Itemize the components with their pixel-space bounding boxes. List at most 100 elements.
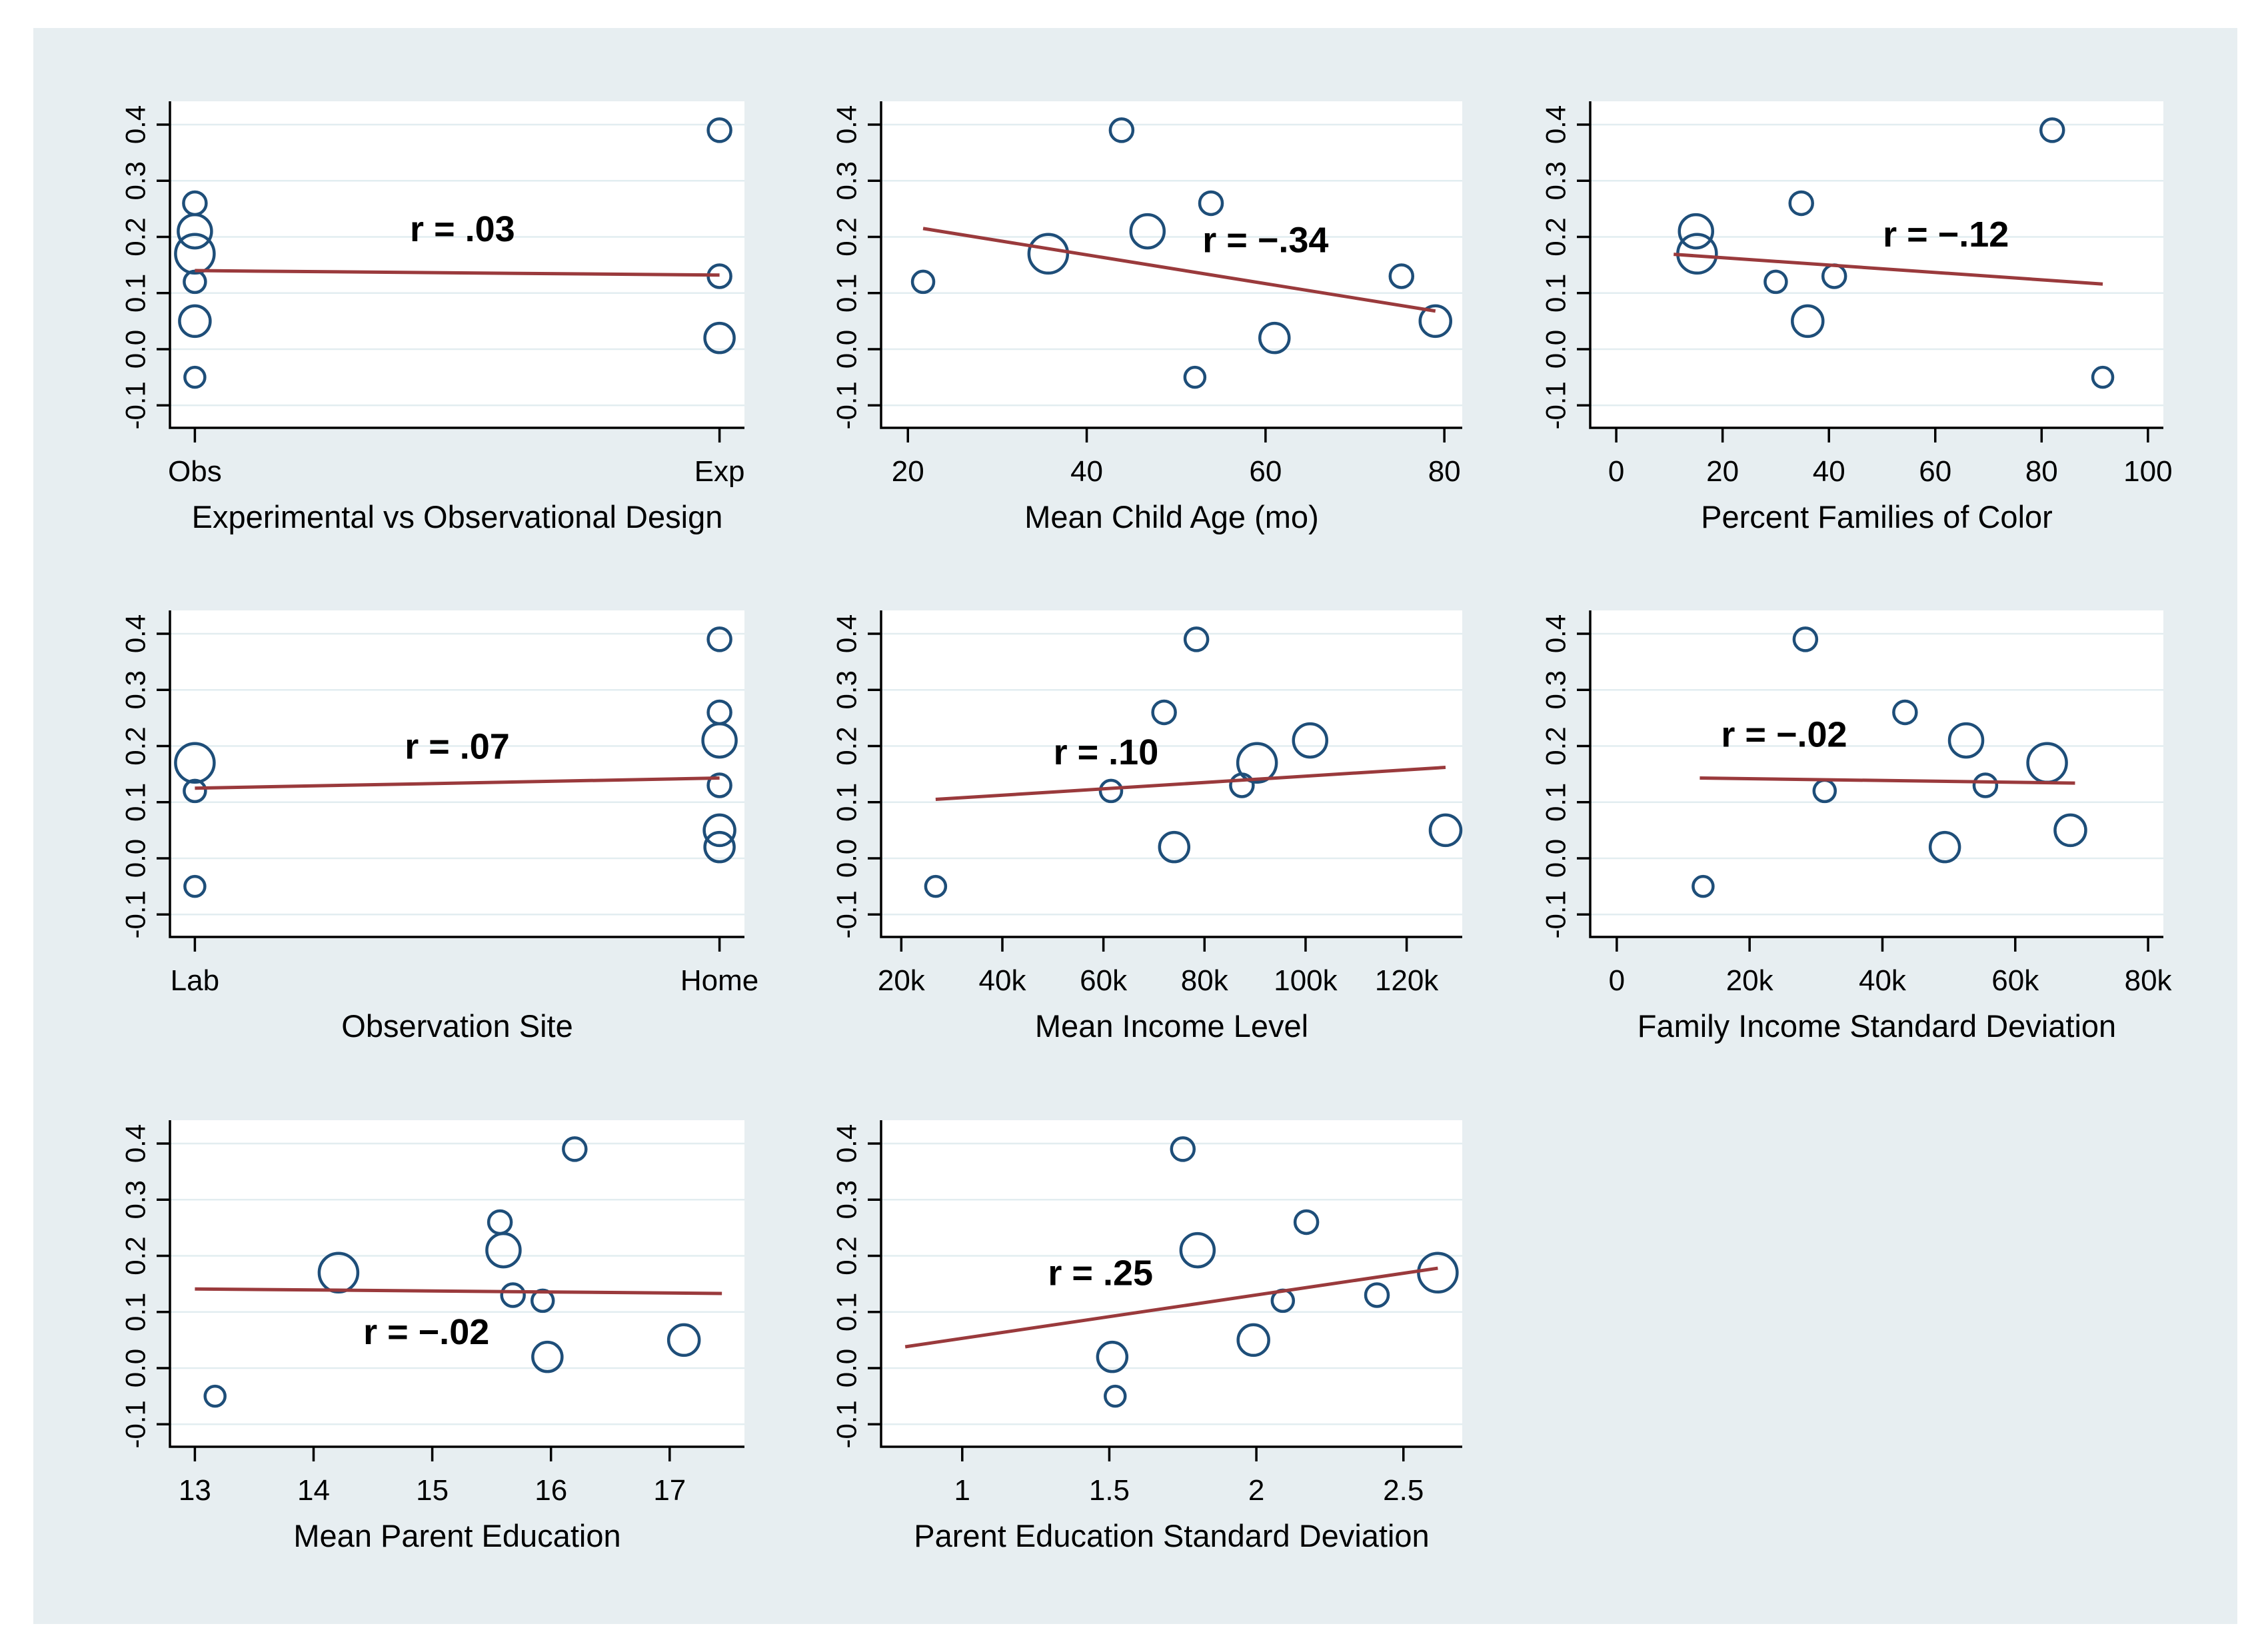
x-tick-label: 20k — [1726, 964, 1774, 997]
y-tick-label: 0.4 — [831, 1124, 862, 1163]
x-tick-label: 20k — [878, 964, 926, 997]
fit-line — [195, 269, 720, 277]
data-point — [1027, 233, 1070, 275]
panel-7: 0.4 0.3 0.2 0.1 0.0 -0.1 13 14 15 16 17 Mean Parent… — [120, 1120, 744, 1553]
y-tick-label: 0.0 — [831, 839, 862, 878]
x-tick-label: Exp — [694, 455, 745, 488]
y-tick-label: 0.2 — [120, 726, 151, 765]
axis-lines — [880, 610, 1462, 938]
x-tick-label: 40k — [1859, 964, 1907, 997]
plot-area — [1590, 101, 2163, 428]
y-tick-label: 0.2 — [831, 217, 862, 256]
panel-6: 0.4 0.3 0.2 0.1 0.0 -0.1 0 20k 40k 60k 80k Family I… — [1540, 610, 2173, 1044]
y-tick-label: 0.2 — [120, 1236, 151, 1275]
x-tick-label: 40 — [1070, 455, 1103, 488]
plot-area — [170, 101, 744, 428]
data-point — [1170, 1136, 1196, 1162]
data-point — [1388, 263, 1415, 289]
x-tick-label: 20 — [1706, 455, 1739, 488]
x-tick-label: 60 — [1919, 455, 1951, 488]
y-tick-label: 0.0 — [831, 330, 862, 369]
x-tick-label: 100 — [2123, 455, 2172, 488]
y-tick-label: 0.2 — [120, 217, 151, 256]
data-point — [910, 269, 936, 295]
y-tick-label: 0.4 — [831, 614, 862, 653]
data-point — [1179, 1232, 1216, 1269]
plot-area — [881, 610, 1462, 937]
x-tick-label: 60k — [1991, 964, 2039, 997]
data-point — [1292, 722, 1329, 759]
data-point — [530, 1288, 555, 1313]
data-point — [183, 365, 207, 389]
data-point — [174, 742, 216, 784]
data-point — [1258, 321, 1291, 355]
x-tick-label: 100k — [1274, 964, 1338, 997]
x-tick-label: 16 — [535, 1474, 567, 1507]
data-point — [1364, 1282, 1390, 1308]
data-point — [1788, 190, 1814, 217]
data-point — [1692, 874, 1715, 898]
fit-line — [904, 1266, 1438, 1349]
x-tick-label: 1 — [954, 1474, 970, 1507]
x-tick-label: Obs — [168, 455, 222, 488]
y-tick-label: -0.1 — [1540, 890, 1572, 938]
x-tick-label: 14 — [297, 1474, 330, 1507]
x-tick-label: 2 — [1248, 1474, 1264, 1507]
data-point — [1418, 304, 1453, 339]
y-tick-label: 0.1 — [1540, 274, 1572, 313]
data-point — [1428, 813, 1463, 848]
x-tick-label: 40 — [1813, 455, 1845, 488]
y-tick-label: 0.3 — [1540, 670, 1572, 709]
data-point — [500, 1282, 526, 1308]
data-point — [703, 321, 736, 355]
data-point — [1183, 626, 1210, 652]
x-tick-label: 2.5 — [1383, 1474, 1424, 1507]
y-tick-label: -0.1 — [120, 381, 151, 429]
y-tick-label: -0.1 — [120, 1400, 151, 1448]
data-point — [1678, 213, 1715, 250]
x-axis-title: Family Income Standard Deviation — [1638, 1008, 2116, 1044]
x-tick-label: 120k — [1375, 964, 1439, 997]
plot-area — [170, 1120, 744, 1447]
x-axis-title: Mean Parent Education — [293, 1518, 620, 1553]
data-point — [1158, 830, 1191, 864]
fit-line — [1700, 776, 2075, 785]
data-point — [1108, 117, 1135, 143]
data-point — [1198, 190, 1224, 217]
data-point — [317, 1251, 360, 1294]
x-tick-label: Lab — [171, 964, 219, 997]
x-tick-label: 1.5 — [1089, 1474, 1130, 1507]
x-tick-label: 60k — [1080, 964, 1128, 997]
y-tick-label: 0.1 — [120, 274, 151, 313]
data-point — [1129, 213, 1166, 250]
x-axis-title: Parent Education Standard Deviation — [914, 1518, 1429, 1553]
y-tick-label: 0.4 — [120, 105, 151, 144]
data-point — [183, 874, 207, 898]
x-axis-title: Mean Child Age (mo) — [1024, 499, 1318, 534]
y-tick-label: 0.1 — [831, 1293, 862, 1331]
y-tick-label: 0.1 — [831, 274, 862, 313]
x-tick-label: 15 — [416, 1474, 449, 1507]
x-tick-label: 17 — [653, 1474, 686, 1507]
axis-lines — [1589, 101, 2163, 429]
data-point — [2053, 813, 2087, 848]
x-axis-title: Observation Site — [341, 1008, 572, 1044]
y-tick-label: 0.1 — [1540, 783, 1572, 822]
y-tick-label: 0.2 — [831, 1236, 862, 1275]
y-tick-label: 0.1 — [120, 783, 151, 822]
r-value-label: r = .10 — [1054, 732, 1159, 772]
axis-lines — [169, 610, 744, 938]
y-tick-label: -0.1 — [831, 890, 862, 938]
y-tick-label: 0.1 — [831, 783, 862, 822]
y-tick-label: 0.0 — [120, 839, 151, 878]
x-tick-label: 80 — [2025, 455, 2058, 488]
data-point — [177, 213, 213, 250]
x-tick-label: 80k — [1181, 964, 1229, 997]
y-tick-label: 0.3 — [120, 670, 151, 709]
plot-area — [170, 610, 744, 937]
panel-4: 0.4 0.3 0.2 0.1 0.0 -0.1 Lab Home Observation Si… — [120, 610, 758, 1044]
data-point — [2091, 365, 2115, 389]
plot-area — [1590, 610, 2163, 937]
